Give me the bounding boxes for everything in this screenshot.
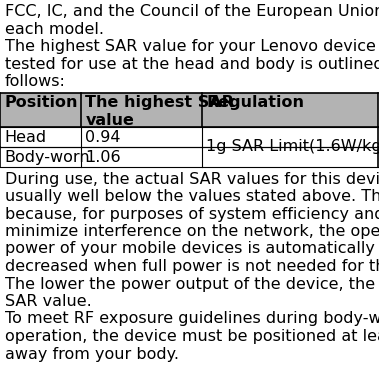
Text: Head: Head xyxy=(4,129,46,144)
Text: To meet RF exposure guidelines during body-worn: To meet RF exposure guidelines during bo… xyxy=(5,312,379,327)
Text: operation, the device must be positioned at least 1cm: operation, the device must be positioned… xyxy=(5,329,379,344)
Text: Position: Position xyxy=(4,95,77,110)
Bar xyxy=(0,126,378,147)
Text: SAR value.: SAR value. xyxy=(5,294,92,309)
Text: because, for purposes of system efficiency and to: because, for purposes of system efficien… xyxy=(5,206,379,221)
Text: 0.94: 0.94 xyxy=(85,129,121,144)
Text: Body-worn: Body-worn xyxy=(4,150,89,165)
Text: The highest SAR
value: The highest SAR value xyxy=(85,95,234,128)
Text: power of your mobile devices is automatically: power of your mobile devices is automati… xyxy=(5,242,375,257)
Text: 1.06: 1.06 xyxy=(85,150,121,165)
Text: During use, the actual SAR values for this device are: During use, the actual SAR values for th… xyxy=(5,172,379,187)
Text: each model.: each model. xyxy=(5,21,104,37)
Bar xyxy=(0,147,378,166)
Bar xyxy=(202,126,378,166)
Text: The highest SAR value for your Lenovo device when: The highest SAR value for your Lenovo de… xyxy=(5,39,379,54)
Text: tested for use at the head and body is outlined as: tested for use at the head and body is o… xyxy=(5,56,379,71)
Text: minimize interference on the network, the operating: minimize interference on the network, th… xyxy=(5,224,379,239)
Text: decreased when full power is not needed for the call.: decreased when full power is not needed … xyxy=(5,259,379,274)
Text: usually well below the values stated above. This is: usually well below the values stated abo… xyxy=(5,189,379,204)
Text: away from your body.: away from your body. xyxy=(5,346,179,362)
Text: Regulation: Regulation xyxy=(206,95,304,110)
Text: 1g SAR Limit(1.6W/kg): 1g SAR Limit(1.6W/kg) xyxy=(206,139,379,154)
Text: follows:: follows: xyxy=(5,74,66,89)
Text: The lower the power output of the device, the lower its: The lower the power output of the device… xyxy=(5,276,379,291)
Text: FCC, IC, and the Council of the European Union for: FCC, IC, and the Council of the European… xyxy=(5,4,379,19)
Bar xyxy=(0,92,378,126)
